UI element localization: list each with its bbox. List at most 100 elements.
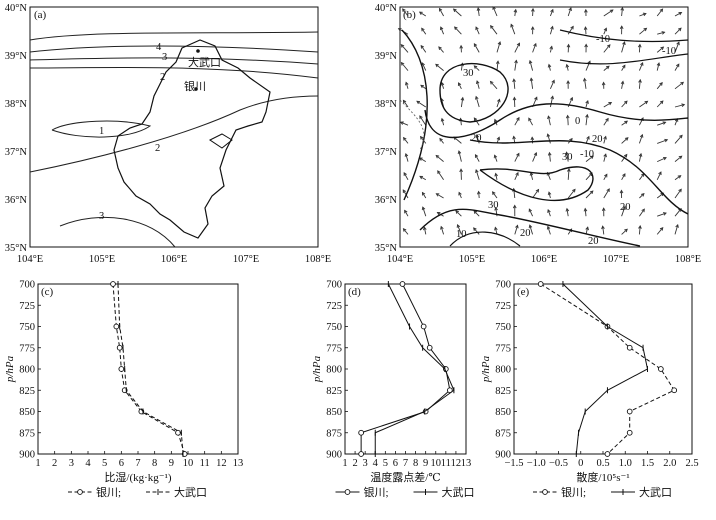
wind-arrow [585,155,594,162]
plot-frame [37,283,239,455]
x-tick-label: 4 [373,458,379,469]
wind-arrow [455,210,462,217]
y-tick-label: 700 [19,280,35,291]
wind-arrow [639,172,645,181]
wind-arrow [404,152,409,162]
y-tick-label: 700 [326,280,342,291]
wind-arrow [460,96,465,108]
y-tick-label: 850 [19,407,35,418]
data-point-circle [113,323,120,330]
wind-arrow [549,25,554,35]
x-tick-label: 8 [152,458,157,469]
wind-arrow [438,46,444,53]
wind-arrow [435,63,444,71]
y-tick-label: 900 [19,450,35,461]
panel-label: (d) [348,286,361,298]
lon-tick-label: 104°E [17,254,43,265]
y-tick-label: 800 [495,365,511,376]
wind-arrow [421,191,427,199]
wind-arrow [621,173,626,181]
wind-arrow [402,189,409,199]
x-tick-label: 3 [69,458,74,469]
y-tick-label: 850 [326,407,342,418]
legend: 银川; 大武口 [335,485,475,499]
wind-arrow [494,172,498,180]
y-tick-label: 725 [19,301,35,312]
wind-arrow [496,41,502,53]
wind-arrow [512,78,516,89]
x-tick-label: 2 [352,458,357,469]
lat-tick-label: 37°N [5,147,28,158]
y-tick-label: 825 [19,386,35,397]
wind-arrow [473,227,480,235]
panel-a-lon-ticks: 104°E 105°E 106°E 107°E 108°E [17,254,331,265]
wind-arrow [399,121,409,126]
data-point-circle [175,429,181,436]
wind-arrow [674,81,685,90]
wind-arrow [585,172,593,181]
wind-arrow [585,99,589,108]
wind-arrow [547,63,552,71]
y-tick-label: 775 [326,343,342,354]
wind-arrow [439,137,444,144]
wind-arrow [473,43,480,53]
wind-arrow [547,208,551,217]
contour-a-3 [29,57,319,65]
y-tick-label: 750 [19,322,35,333]
wind-arrow [459,168,463,180]
wind-arrow [603,65,610,71]
contour-b-label: 30 [488,200,499,211]
wind-arrow [490,24,498,35]
panel-label: (e) [517,286,530,298]
lon-tick-label: 107°E [603,254,629,265]
x-tick-label: 2.5 [685,458,698,469]
wind-arrow [496,98,501,108]
data-point-circle [626,408,633,415]
contour-b-label: 30 [562,152,573,163]
wind-arrow [494,226,498,235]
wind-arrow [656,8,664,17]
wind-arrow [620,80,625,89]
x-tick-label: 7 [403,458,408,469]
x-tick-label: 10 [431,458,442,469]
legend-marker-circle [344,489,351,495]
wind-arrow [638,133,644,144]
x-tick-label: 0 [578,458,583,469]
legend: 银川; 大武口 [68,485,207,499]
wind-arrow [457,82,462,89]
wind-arrow [603,27,608,35]
wind-arrow [619,189,624,199]
y-tick-label: 825 [326,386,342,397]
lat-tick-label: 38°N [5,99,28,110]
wind-arrow [493,154,498,162]
x-tick-label: 9 [423,458,428,469]
y-axis-label: p/hPa [480,355,492,383]
contour-b-label: 20 [520,228,531,239]
wind-arrow [603,135,607,144]
wind-arrow [458,191,462,199]
wind-arrow [565,151,569,162]
wind-arrow [418,157,427,162]
contour-b-label: -10 [662,46,676,57]
contour-b-label: 20 [471,133,482,144]
wind-arrow [549,45,554,53]
x-axis-label: 散度/10⁵s⁻¹ [576,470,629,484]
series-line [112,283,186,455]
wind-arrow [656,62,661,71]
wind-arrow [601,81,606,89]
wind-arrow [476,7,481,17]
wind-arrow [638,61,644,71]
contour-b-label: 0 [575,116,580,127]
wind-arrow [621,137,629,144]
y-tick-label: 750 [326,322,342,333]
wind-arrow [584,8,588,17]
data-point-circle [358,429,364,436]
lon-tick-label: 105°E [89,254,115,265]
y-tick-label: 725 [326,301,342,312]
wind-arrow [530,136,535,144]
station-yinchuan-label: 银川 [184,79,206,93]
lon-tick-label: 106°E [161,254,187,265]
wind-arrow [603,9,614,17]
wind-arrow [656,46,665,53]
contour-b-label: 20 [592,134,603,145]
